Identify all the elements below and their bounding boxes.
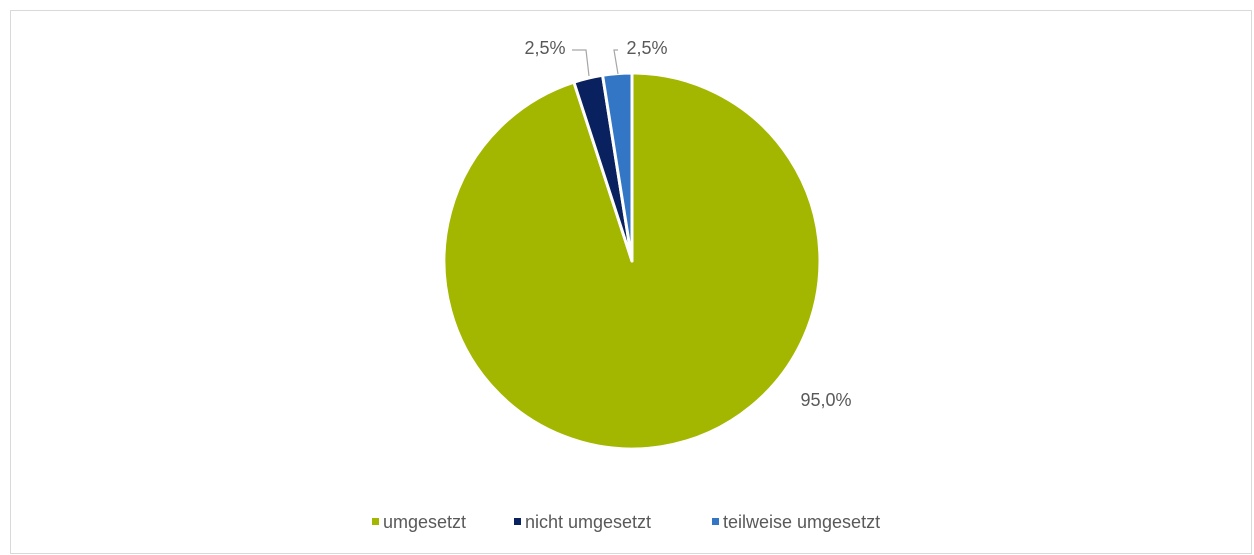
leader-line-nicht-umgesetzt xyxy=(572,49,590,77)
legend-label-nicht-umgesetzt: nicht umgesetzt xyxy=(525,512,651,532)
legend-swatch-umgesetzt xyxy=(372,518,379,525)
legend-item-nicht-umgesetzt: nicht umgesetzt xyxy=(514,512,651,532)
leader-lines xyxy=(572,49,619,77)
legend-swatch-teilweise-umgesetzt xyxy=(712,518,719,525)
pie-slice-teilweise-umgesetzt xyxy=(601,71,634,263)
data-label-nicht-umgesetzt: 2,5% xyxy=(524,38,565,58)
pie-slices xyxy=(442,71,822,451)
legend-label-teilweise-umgesetzt: teilweise umgesetzt xyxy=(723,512,880,532)
legend-label-umgesetzt: umgesetzt xyxy=(383,512,466,532)
leader-line-teilweise-umgesetzt xyxy=(613,49,619,75)
data-label-teilweise-umgesetzt: 2,5% xyxy=(626,38,667,58)
data-label-umgesetzt: 95,0% xyxy=(800,390,851,410)
legend-item-teilweise-umgesetzt: teilweise umgesetzt xyxy=(712,512,880,532)
legend: umgesetzt nicht umgesetzt teilweise umgese… xyxy=(372,512,880,532)
data-labels: 95,0% 2,5% 2,5% xyxy=(524,38,851,410)
legend-swatch-nicht-umgesetzt xyxy=(514,518,521,525)
legend-item-umgesetzt: umgesetzt xyxy=(372,512,466,532)
